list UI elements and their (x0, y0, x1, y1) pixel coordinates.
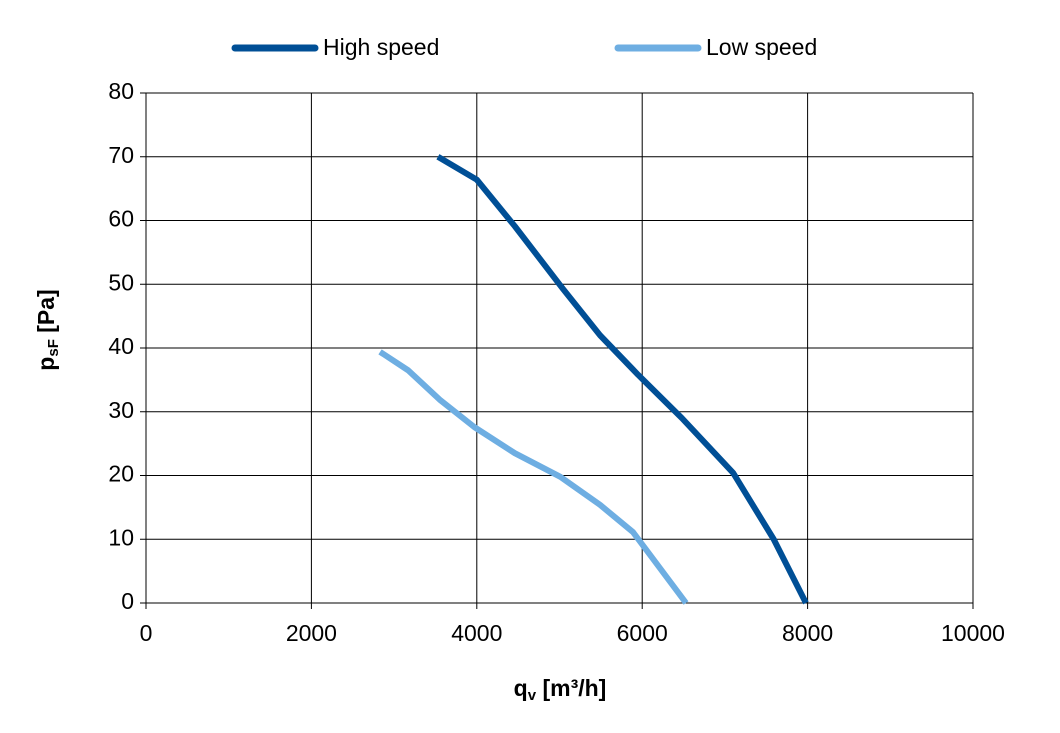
series-line (378, 349, 689, 605)
y-tick-label: 60 (108, 206, 134, 232)
x-tick-label: 10000 (941, 620, 1005, 646)
legend-label: Low speed (706, 34, 817, 60)
y-tick-label: 80 (108, 78, 134, 104)
y-axis-title: psF [Pa] (33, 289, 62, 370)
y-tick-label: 50 (108, 269, 134, 295)
y-tick-label: 0 (121, 588, 134, 614)
x-tick-label: 2000 (286, 620, 337, 646)
x-tick-label: 4000 (451, 620, 502, 646)
y-tick-label: 10 (108, 524, 134, 550)
y-tick-label: 40 (108, 333, 134, 359)
y-tick-label: 20 (108, 461, 134, 487)
y-tick-label: 30 (108, 397, 134, 423)
x-tick-label: 8000 (782, 620, 833, 646)
x-axis-title: qv [m³/h] (514, 675, 607, 704)
legend-label: High speed (323, 34, 439, 60)
x-tick-label: 0 (140, 620, 153, 646)
series-line (436, 154, 809, 605)
y-tick-label: 70 (108, 142, 134, 168)
x-tick-label: 6000 (617, 620, 668, 646)
